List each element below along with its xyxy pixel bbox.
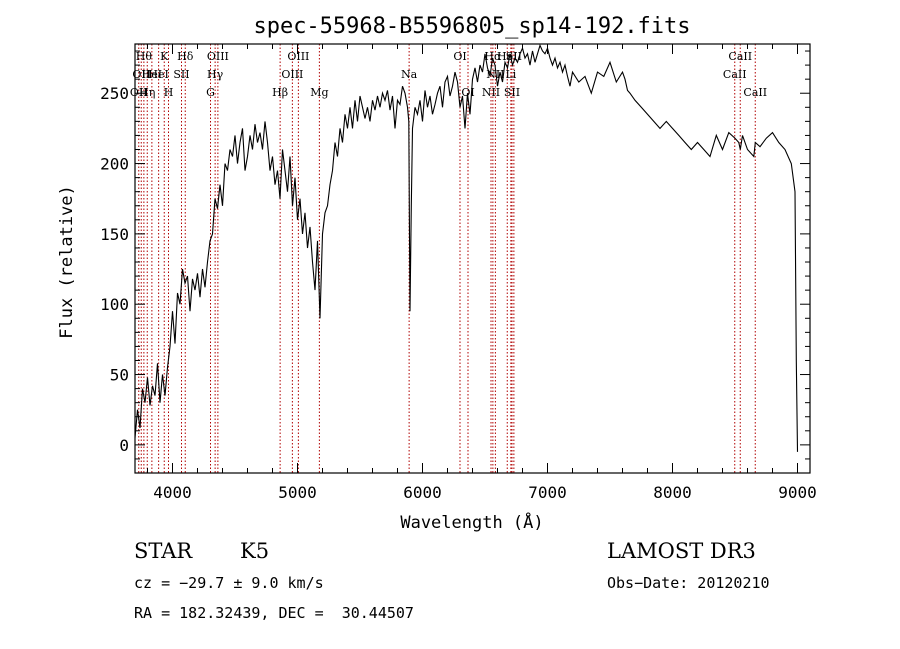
x-tick-label-5: 9000	[778, 483, 817, 502]
line-marker-label-6: K	[160, 50, 169, 63]
y-tick-label-0: 0	[119, 436, 129, 455]
y-axis-label: Flux (relative)	[57, 185, 77, 339]
line-marker-label-8: SII	[173, 68, 189, 81]
survey-label: LAMOST DR3	[607, 539, 756, 563]
x-tick-label-0: 4000	[153, 483, 192, 502]
line-marker-label-3: Hη	[139, 86, 155, 99]
x-tick-label-2: 6000	[403, 483, 442, 502]
y-tick-label-3: 150	[100, 225, 129, 244]
redshift-label: cz = −29.7 ± 9.0 km/s	[134, 574, 324, 592]
spectrum-line	[134, 43, 799, 452]
subclass-label: K5	[240, 539, 270, 563]
line-marker-labels: OIIOIIHθHηHeIHeIKHSIIHδGHγOIIIHβOIIIOIII…	[130, 50, 767, 99]
line-marker-label-19: OI	[461, 86, 474, 99]
line-marker-label-4: HeI	[142, 68, 162, 81]
line-marker-label-16: Mg	[310, 86, 328, 99]
line-marker-label-20: NII	[482, 86, 500, 99]
y-tick-label-1: 50	[110, 366, 129, 385]
line-marker-label-10: G	[206, 86, 215, 99]
line-marker-label-25: SII	[504, 86, 520, 99]
line-marker-label-2: Hθ	[136, 50, 153, 63]
line-marker-label-14: OIII	[281, 68, 303, 81]
x-axis-label: Wavelength (Å)	[400, 511, 543, 533]
y-tick-label-5: 250	[100, 84, 129, 103]
line-marker-label-21: Hα	[484, 50, 502, 63]
line-marker-label-18: OI	[453, 50, 466, 63]
line-marker-label-5: HeI	[148, 68, 168, 81]
line-marker-label-0: OII	[130, 86, 148, 99]
line-marker-label-23: HeI	[497, 50, 517, 63]
line-marker-label-24: Li	[505, 68, 516, 81]
line-marker-label-7: H	[164, 86, 174, 99]
line-marker-label-26: SII	[506, 50, 522, 63]
obs-date-label: Obs−Date: 20120210	[607, 574, 770, 592]
x-tick-label-1: 5000	[278, 483, 317, 502]
plot-frame	[134, 43, 811, 474]
coordinates-label: RA = 182.32439, DEC = 30.44507	[134, 604, 414, 622]
x-tick-label-3: 7000	[528, 483, 567, 502]
y-tick-label-2: 100	[100, 295, 129, 314]
x-tick-label-4: 8000	[653, 483, 692, 502]
line-marker-label-29: CaII	[743, 86, 767, 99]
line-marker-label-27: CaII	[723, 68, 747, 81]
class-label: STAR	[134, 539, 193, 563]
line-marker-label-28: CaII	[728, 50, 752, 63]
line-marker-label-13: Hβ	[272, 86, 288, 99]
line-markers	[138, 44, 756, 473]
y-tick-label-4: 200	[100, 155, 129, 174]
line-marker-label-1: OII	[132, 68, 150, 81]
line-marker-label-15: OIII	[287, 50, 309, 63]
x-axis: 4000 5000 6000 7000 8000 9000	[147, 44, 817, 502]
line-marker-label-12: OIII	[207, 50, 229, 63]
line-marker-label-11: Hγ	[207, 68, 224, 81]
line-marker-label-17: Na	[401, 68, 418, 81]
y-axis: 0 50 100 150 200 250	[100, 50, 810, 460]
line-marker-label-22: NII	[486, 68, 504, 81]
chart-title: spec-55968-B5596805_sp14-192.fits	[253, 14, 690, 39]
line-marker-label-9: Hδ	[177, 50, 194, 63]
